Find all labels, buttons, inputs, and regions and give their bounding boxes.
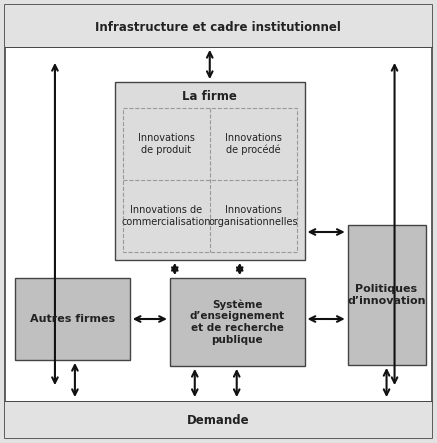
Text: Infrastructure et cadre institutionnel: Infrastructure et cadre institutionnel [95, 20, 341, 34]
Text: Demande: Demande [187, 413, 250, 427]
Text: Innovations
de procédé: Innovations de procédé [225, 133, 282, 155]
Bar [15, 278, 130, 360]
Bar [347, 225, 426, 365]
Text: Système
d’enseignement
et de recherche
publique: Système d’enseignement et de recherche p… [190, 299, 285, 345]
Text: Innovations de
commercialisation: Innovations de commercialisation [121, 205, 211, 227]
Text: Autres firmes: Autres firmes [30, 314, 115, 324]
Bar [115, 82, 305, 260]
Text: Politiques
d’innovation: Politiques d’innovation [347, 284, 426, 306]
Bar [170, 278, 305, 366]
Text: Innovations
organisationnelles: Innovations organisationnelles [208, 205, 298, 227]
Bar [123, 108, 297, 252]
Text: La firme: La firme [182, 89, 237, 102]
Bar [5, 401, 431, 438]
Text: Innovations
de produit: Innovations de produit [138, 133, 195, 155]
Bar [5, 5, 431, 47]
